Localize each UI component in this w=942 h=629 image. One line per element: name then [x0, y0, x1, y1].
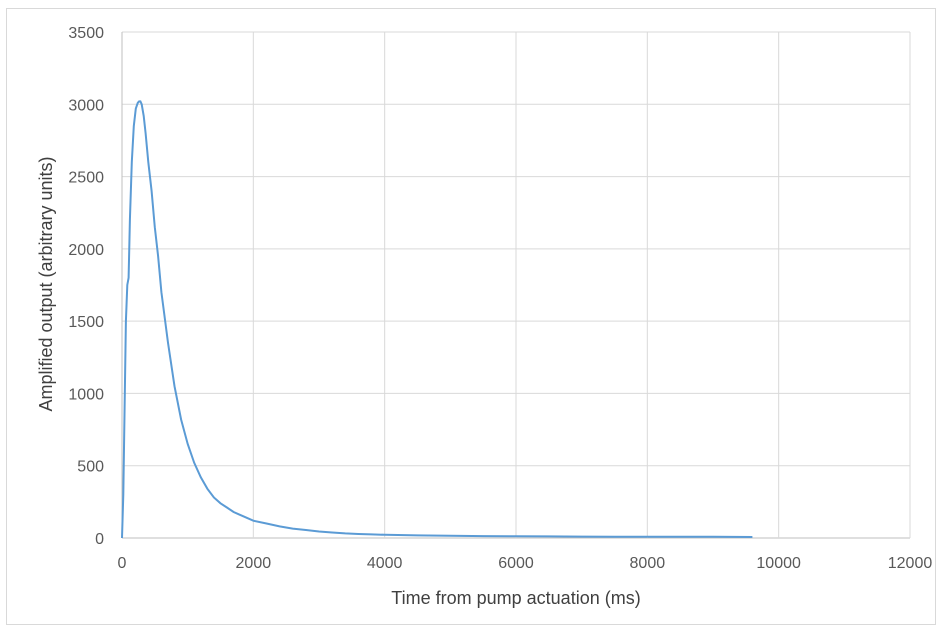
x-tick-label: 8000 [630, 555, 666, 572]
x-tick-label: 2000 [236, 555, 272, 572]
x-axis-title: Time from pump actuation (ms) [391, 588, 640, 608]
y-tick-label: 1500 [68, 314, 104, 331]
grid-lines [121, 31, 911, 539]
y-tick-label: 1000 [68, 386, 104, 403]
x-tick-label: 10000 [756, 555, 801, 572]
y-axis-title: Amplified output (arbitrary units) [36, 156, 56, 411]
x-tick-label: 0 [118, 555, 127, 572]
x-tick-label: 12000 [888, 555, 933, 572]
y-tick-label: 0 [95, 531, 104, 548]
y-tick-label: 3000 [68, 97, 104, 114]
y-tick-label: 3500 [68, 25, 104, 42]
x-tick-labels: 0 2000 4000 6000 8000 10000 12000 [118, 555, 933, 572]
series-line [121, 100, 753, 539]
x-tick-label: 6000 [498, 555, 534, 572]
y-tick-label: 2000 [68, 242, 104, 259]
y-tick-labels: 0 500 1000 1500 2000 2500 3000 3500 [68, 25, 104, 548]
chart-frame [6, 8, 936, 625]
y-tick-label: 2500 [68, 170, 104, 187]
x-tick-label: 4000 [367, 555, 403, 572]
y-tick-label: 500 [77, 459, 104, 476]
